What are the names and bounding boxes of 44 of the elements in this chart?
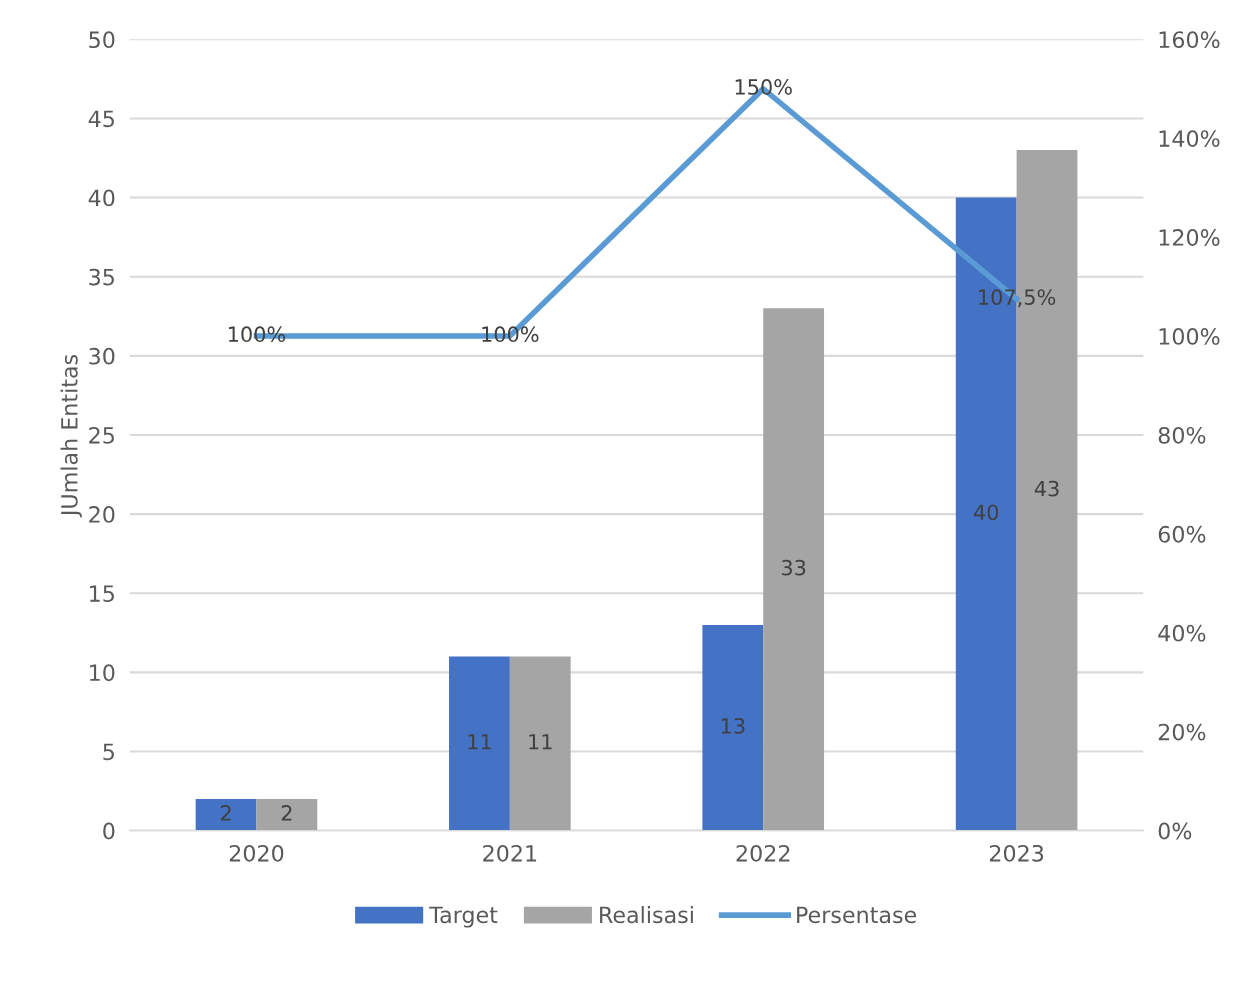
data-label: 11 bbox=[529, 734, 552, 750]
y-tick-label: 20 bbox=[89, 506, 115, 523]
legend-label: Realisasi bbox=[600, 906, 693, 924]
bar bbox=[763, 308, 825, 831]
x-tick-label: 2021 bbox=[483, 844, 537, 862]
y-tick-label: 50 bbox=[89, 31, 115, 49]
data-label: 11 bbox=[468, 734, 491, 750]
data-label: 2 bbox=[220, 805, 231, 821]
y2-tick-label: 40% bbox=[1158, 624, 1206, 642]
data-label: 13 bbox=[721, 718, 745, 734]
bar bbox=[702, 624, 764, 831]
y2-tick-label: 140% bbox=[1159, 130, 1220, 147]
data-label: 33 bbox=[781, 559, 806, 576]
y-tick-label: 0 bbox=[103, 822, 115, 840]
data-label: 2 bbox=[281, 805, 292, 821]
data-label: 43 bbox=[1034, 480, 1059, 497]
data-label: 100% bbox=[228, 326, 286, 343]
y2-tick-label: 0% bbox=[1158, 822, 1192, 840]
y2-tick-label: 160% bbox=[1159, 31, 1220, 49]
data-label: 40 bbox=[973, 504, 999, 521]
y-tick-label: 40 bbox=[88, 189, 115, 207]
y-tick-label: 10 bbox=[90, 664, 115, 682]
y-axis-title: JUmlah Entitas bbox=[60, 354, 82, 518]
x-tick-label: 2023 bbox=[989, 844, 1044, 862]
bar bbox=[449, 656, 510, 831]
y2-tick-label: 60% bbox=[1158, 525, 1206, 543]
bar bbox=[509, 656, 571, 831]
y-tick-label: 5 bbox=[103, 743, 114, 761]
y2-tick-label: 20% bbox=[1158, 723, 1206, 741]
y2-tick-label: 100% bbox=[1159, 328, 1220, 345]
bar bbox=[195, 798, 257, 831]
y-tick-label: 35 bbox=[89, 268, 114, 286]
y2-tick-label: 120% bbox=[1159, 229, 1220, 246]
x-tick-label: 2022 bbox=[736, 844, 790, 862]
y-tick-label: 25 bbox=[89, 426, 114, 444]
legend-label: Persentase bbox=[797, 906, 917, 924]
data-label: 150% bbox=[735, 79, 792, 95]
y-tick-label: 45 bbox=[88, 110, 114, 128]
x-tick-label: 2020 bbox=[229, 844, 284, 862]
legend-label: Target bbox=[429, 906, 498, 928]
y-tick-label: 30 bbox=[89, 347, 115, 365]
y2-tick-label: 80% bbox=[1158, 426, 1206, 444]
bar bbox=[256, 798, 318, 831]
y-tick-label: 15 bbox=[90, 585, 114, 602]
